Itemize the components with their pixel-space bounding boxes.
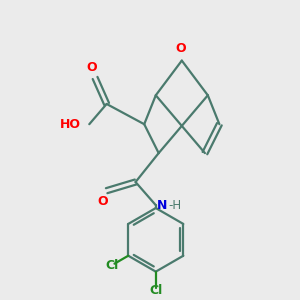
- Text: Cl: Cl: [149, 284, 162, 297]
- Text: Cl: Cl: [105, 259, 119, 272]
- Text: -H: -H: [168, 199, 181, 212]
- Text: HO: HO: [60, 118, 81, 131]
- Text: N: N: [157, 199, 168, 212]
- Text: O: O: [87, 61, 98, 74]
- Text: O: O: [97, 195, 108, 208]
- Text: O: O: [175, 42, 186, 56]
